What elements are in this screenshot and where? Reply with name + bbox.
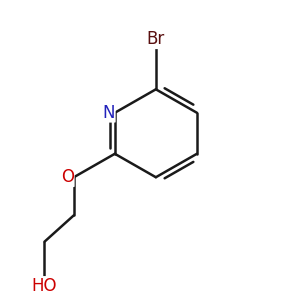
Text: N: N [102,104,115,122]
Text: Br: Br [147,30,165,48]
Text: HO: HO [32,277,57,295]
Text: O: O [61,168,74,186]
